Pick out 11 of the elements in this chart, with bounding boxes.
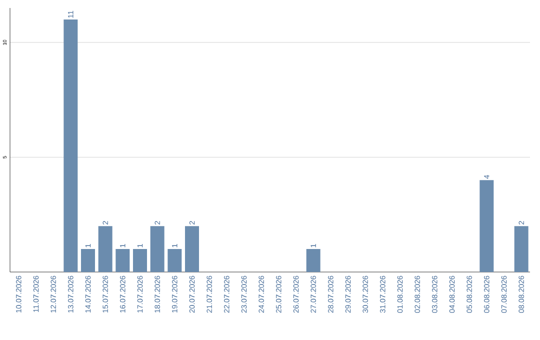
bar <box>306 249 320 272</box>
bar <box>81 249 95 272</box>
bar <box>98 226 112 272</box>
bar <box>133 249 148 272</box>
bar <box>150 226 164 272</box>
bar <box>480 180 494 272</box>
bar <box>514 226 528 272</box>
bar <box>168 249 182 272</box>
bar <box>116 249 130 272</box>
bar <box>185 226 200 272</box>
bar <box>64 19 78 272</box>
